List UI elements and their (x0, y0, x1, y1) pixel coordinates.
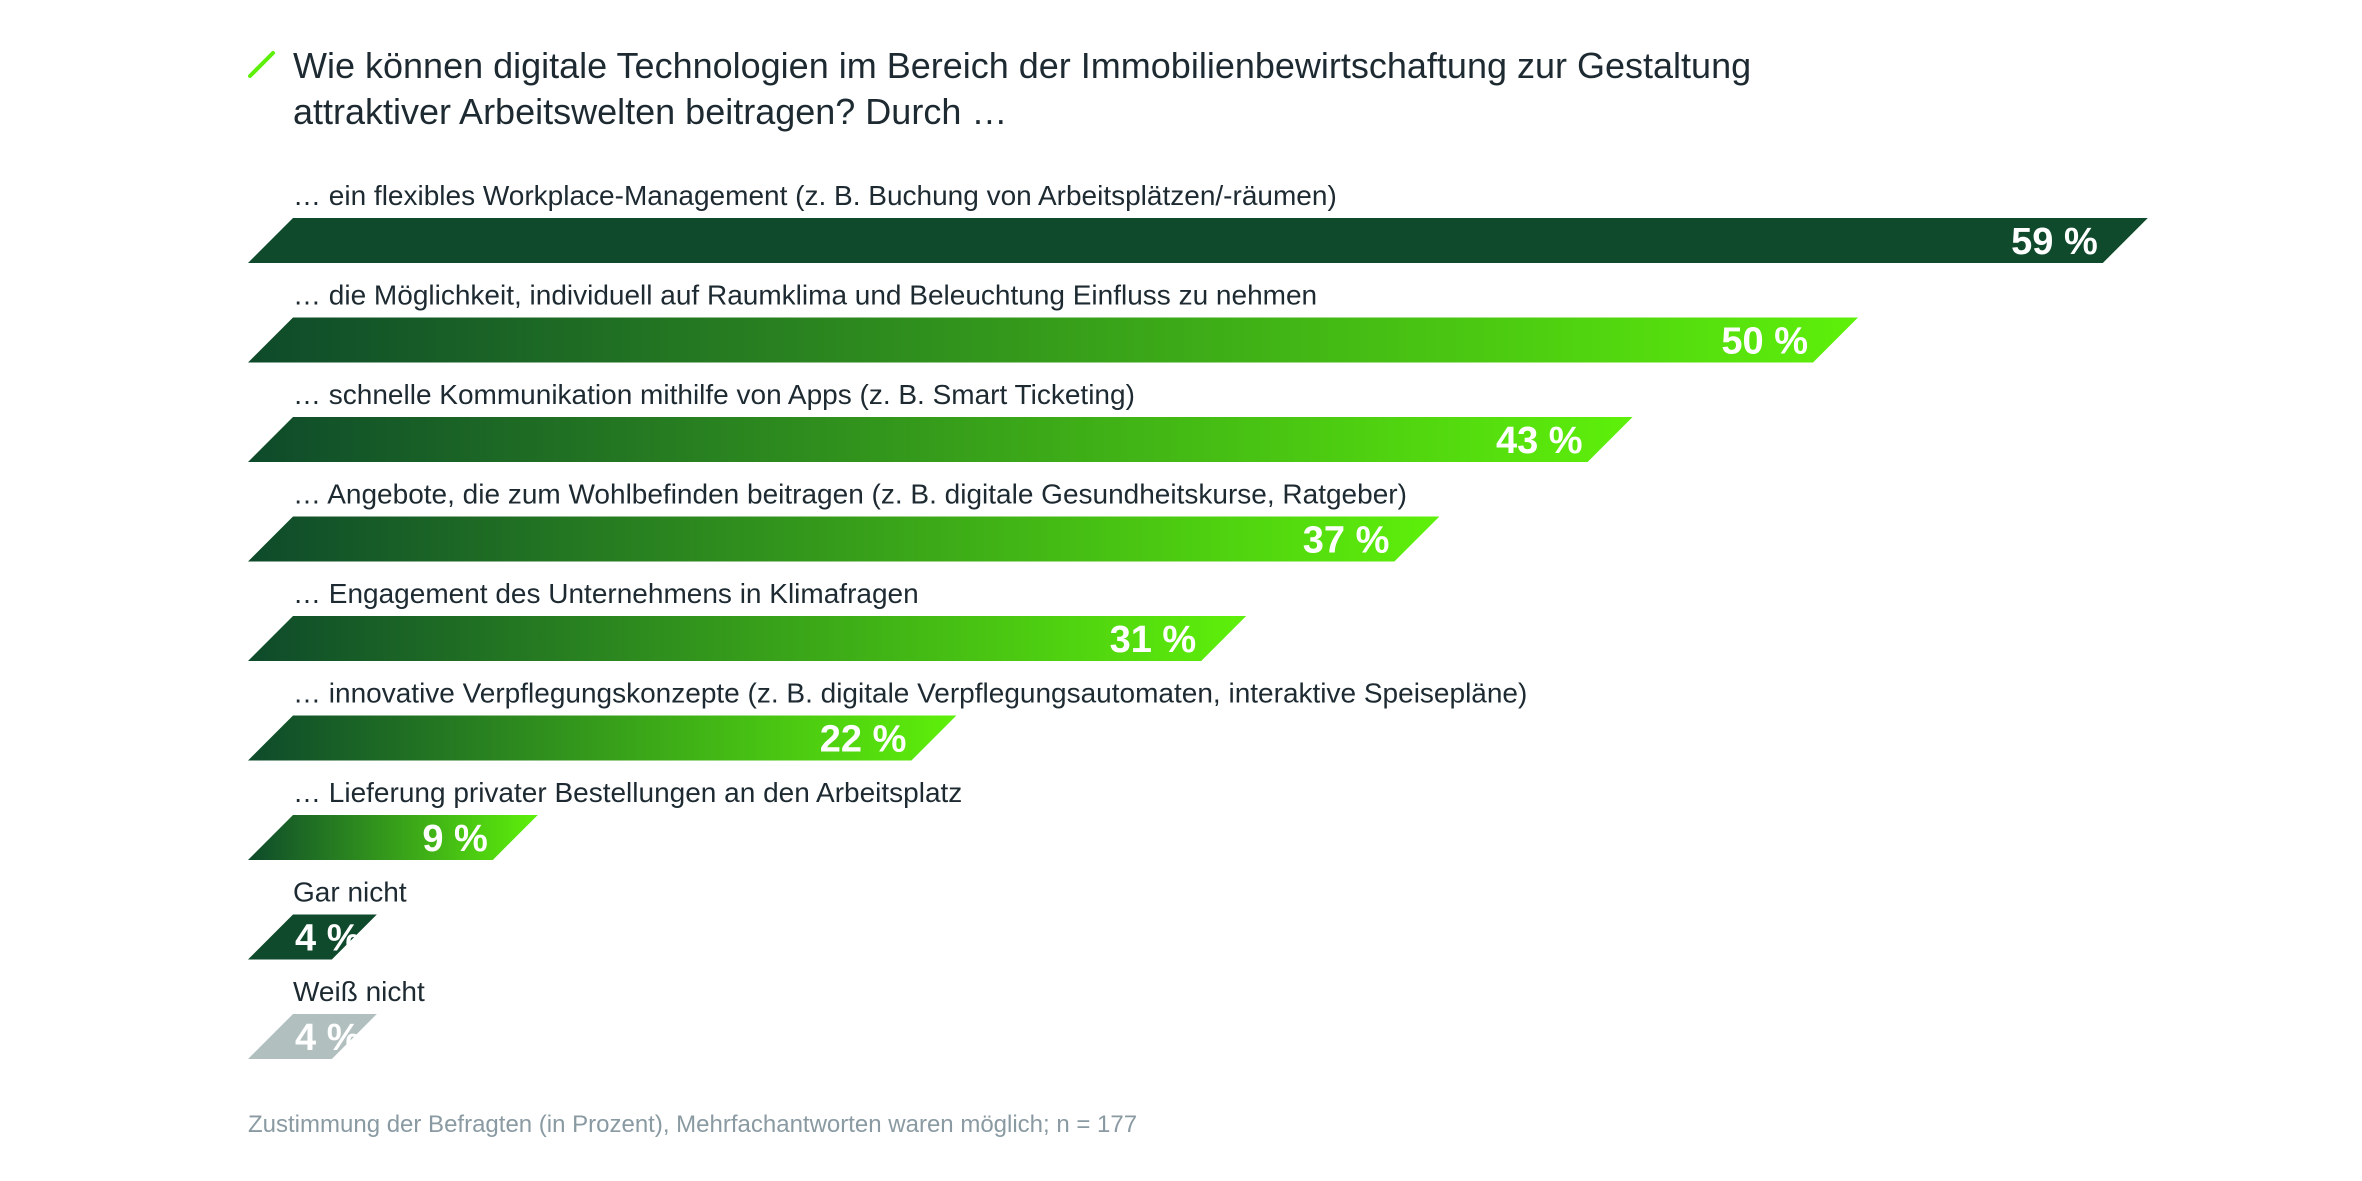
bar (248, 1014, 377, 1059)
value-label: 31 % (1110, 619, 1197, 661)
bar (248, 815, 538, 860)
value-label: 37 % (1303, 520, 1390, 562)
bars-group: … ein flexibles Workplace-Management (z.… (248, 180, 2148, 1059)
category-label: … Angebote, die zum Wohlbefinden beitrag… (293, 479, 1407, 510)
title-accent-slash (248, 51, 275, 78)
bar (248, 516, 1440, 562)
bar (248, 616, 1247, 661)
bar (248, 218, 2148, 263)
chart-title-line-1: Wie können digitale Technologien im Bere… (293, 45, 1751, 86)
category-label: Gar nicht (293, 877, 407, 908)
category-label: … innovative Verpflegungskonzepte (z. B.… (293, 678, 1527, 709)
category-label: … Lieferung privater Bestellungen an den… (293, 777, 962, 808)
value-label: 9 % (422, 818, 487, 860)
value-label: 4 % (295, 1017, 360, 1059)
category-label: … die Möglichkeit, individuell auf Raumk… (293, 280, 1317, 311)
bar (248, 417, 1633, 462)
category-label: Weiß nicht (293, 976, 425, 1007)
chart-footnote: Zustimmung der Befragten (in Prozent), M… (248, 1111, 1137, 1138)
value-label: 59 % (2011, 221, 2098, 263)
bar (248, 914, 377, 960)
category-label: … ein flexibles Workplace-Management (z.… (293, 180, 1337, 211)
chart-title-line-2: attraktiver Arbeitswelten beitragen? Dur… (293, 91, 1007, 132)
bar (248, 317, 1858, 363)
value-label: 50 % (1721, 321, 1808, 363)
category-label: … Engagement des Unternehmens in Klimafr… (293, 578, 919, 609)
value-label: 43 % (1496, 420, 1583, 462)
value-label: 4 % (295, 918, 360, 960)
value-label: 22 % (820, 719, 907, 761)
bar (248, 715, 957, 761)
category-label: … schnelle Kommunikation mithilfe von Ap… (293, 379, 1135, 410)
